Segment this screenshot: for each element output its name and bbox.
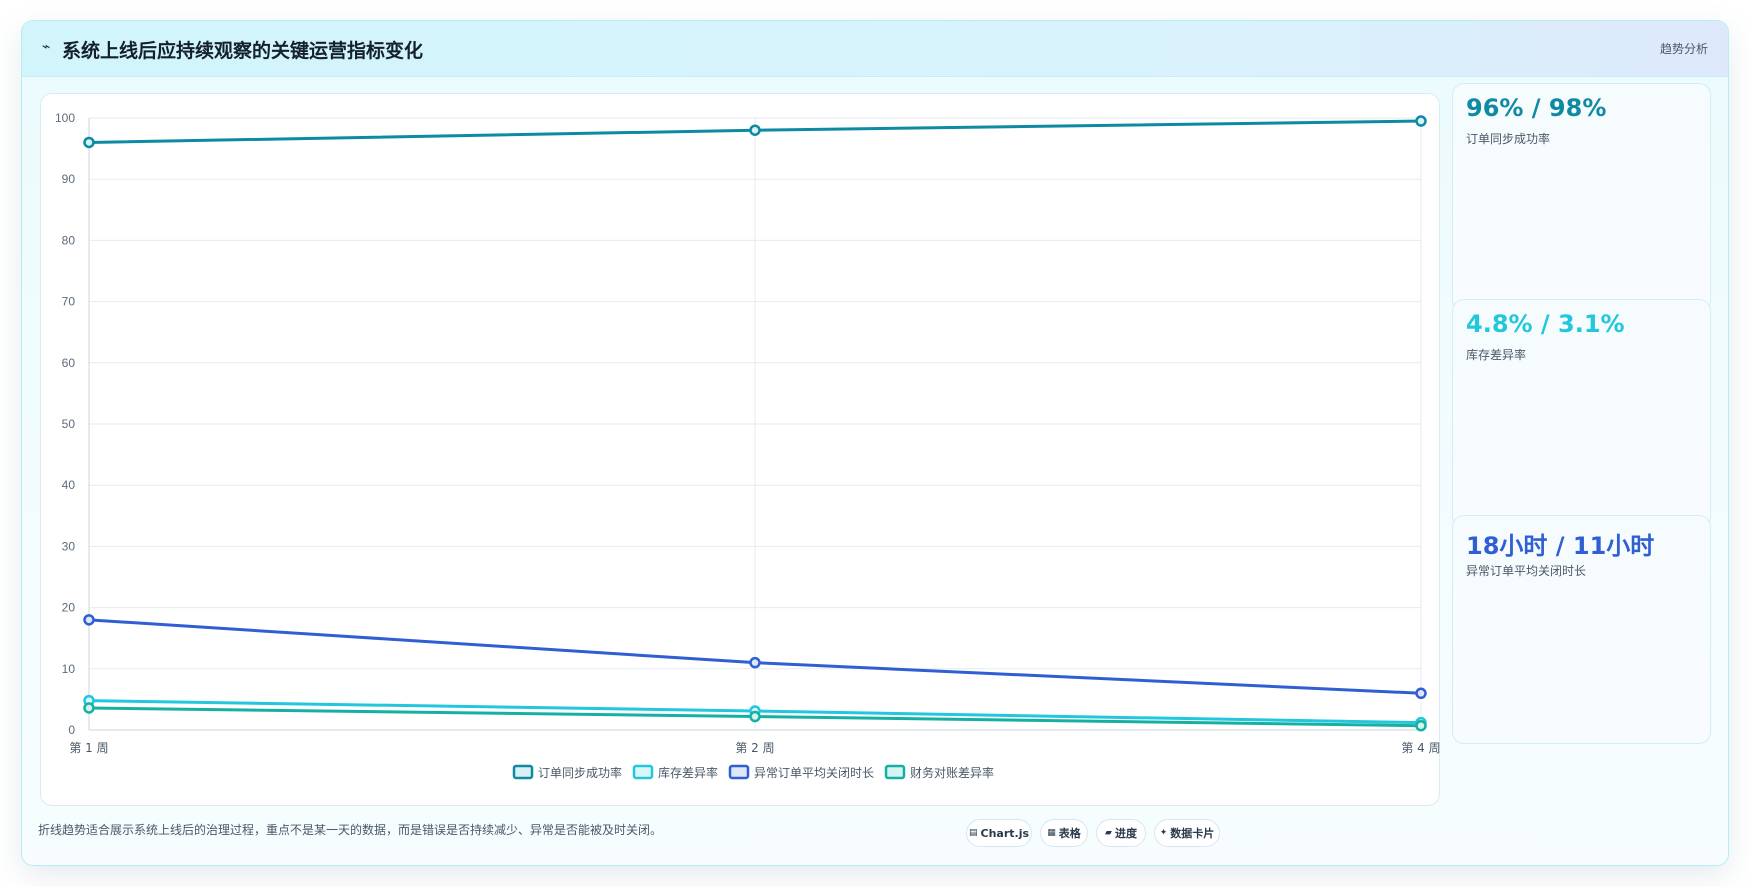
footer-note: 折线趋势适合展示系统上线后的治理过程，重点不是某一天的数据，而是错误是否持续减少… <box>38 823 663 837</box>
data-point <box>749 656 761 669</box>
kpi-card-exception-close: 18小时 / 11小时 异常订单平均关闭时长 <box>1452 515 1711 744</box>
data-point <box>83 136 95 149</box>
chip-label: 进度 <box>1114 827 1137 840</box>
table-icon: ▦ <box>1047 828 1056 838</box>
y-tick-label: 100 <box>55 111 75 125</box>
chip-label: 表格 <box>1058 827 1081 840</box>
chip-data-card[interactable]: ✦ 数据卡片 <box>1154 819 1220 847</box>
chip-table[interactable]: ▦ 表格 <box>1040 819 1088 847</box>
chart-icon: ▤ <box>968 828 978 838</box>
chip-label: Chart.js <box>980 826 1030 840</box>
data-point <box>749 710 761 723</box>
kpi-label: 订单同步成功率 <box>1466 132 1551 146</box>
legend-label: 库存差异率 <box>658 765 718 780</box>
chart-card: 0 10 20 30 40 50 60 70 80 90 100 第 1 周 第 2 周 第 4 周订单同… <box>40 93 1441 806</box>
kpi-label: 库存差异率 <box>1466 348 1527 362</box>
panel-header: ⌁ 系统上线后应持续观察的关键运营指标变化 趋势分析 <box>22 21 1728 77</box>
header-tag: 趋势分析 <box>1659 42 1708 56</box>
kpi-value: 4.8% / 3.1% <box>1466 310 1625 338</box>
y-tick-label: 80 <box>62 233 76 247</box>
y-tick-label: 90 <box>62 172 76 186</box>
x-tick-label: 第 2 周 <box>735 741 774 755</box>
data-point <box>83 702 95 714</box>
legend-label: 异常订单平均关闭时长 <box>754 766 874 780</box>
y-tick-label: 10 <box>62 662 76 676</box>
data-point <box>1415 687 1427 700</box>
progress-icon: ▰ <box>1105 828 1112 838</box>
y-tick-label: 20 <box>62 601 76 615</box>
x-tick-label: 第 1 周 <box>69 741 108 755</box>
sparkle-icon: ✦ <box>1159 828 1168 838</box>
y-tick-label: 70 <box>62 295 76 309</box>
legend-swatch <box>884 764 906 780</box>
kpi-card-order-sync: 96% / 98% 订单同步成功率 <box>1452 83 1711 312</box>
y-tick-label: 60 <box>62 356 76 370</box>
page-title: 系统上线后应持续观察的关键运营指标变化 <box>62 40 424 62</box>
legend-swatch <box>632 764 654 780</box>
y-tick-label: 30 <box>62 539 76 553</box>
chip-chartjs[interactable]: ▤ Chart.js <box>966 819 1032 847</box>
data-point <box>749 124 761 136</box>
legend-swatch <box>728 764 750 780</box>
data-point <box>1415 719 1427 732</box>
chip-progress[interactable]: ▰ 进度 <box>1096 819 1146 847</box>
y-tick-label: 0 <box>68 723 75 737</box>
data-point <box>1415 115 1427 127</box>
kpi-value: 18小时 / 11小时 <box>1466 532 1655 560</box>
y-tick-label: 50 <box>62 417 76 431</box>
legend-label: 订单同步成功率 <box>538 765 622 780</box>
lightning-icon: ⌁ <box>42 39 51 55</box>
line-chart: 0 10 20 30 40 50 60 70 80 90 100 第 1 周 第 2 周 第 4 周订单同… <box>55 111 1441 780</box>
kpi-value: 96% / 98% <box>1466 94 1607 122</box>
x-tick-label: 第 4 周 <box>1401 741 1440 755</box>
kpi-label: 异常订单平均关闭时长 <box>1466 564 1587 578</box>
y-tick-label: 40 <box>62 478 76 492</box>
kpi-card-inventory: 4.8% / 3.1% 库存差异率 <box>1452 299 1711 528</box>
legend-label: 财务对账差异率 <box>910 765 994 780</box>
legend-swatch <box>512 764 534 780</box>
data-point <box>83 614 95 626</box>
chip-label: 数据卡片 <box>1170 827 1215 840</box>
analysis-panel: ⌁ 系统上线后应持续观察的关键运营指标变化 趋势分析 0 10 20 30 40 50 60… <box>21 20 1729 866</box>
